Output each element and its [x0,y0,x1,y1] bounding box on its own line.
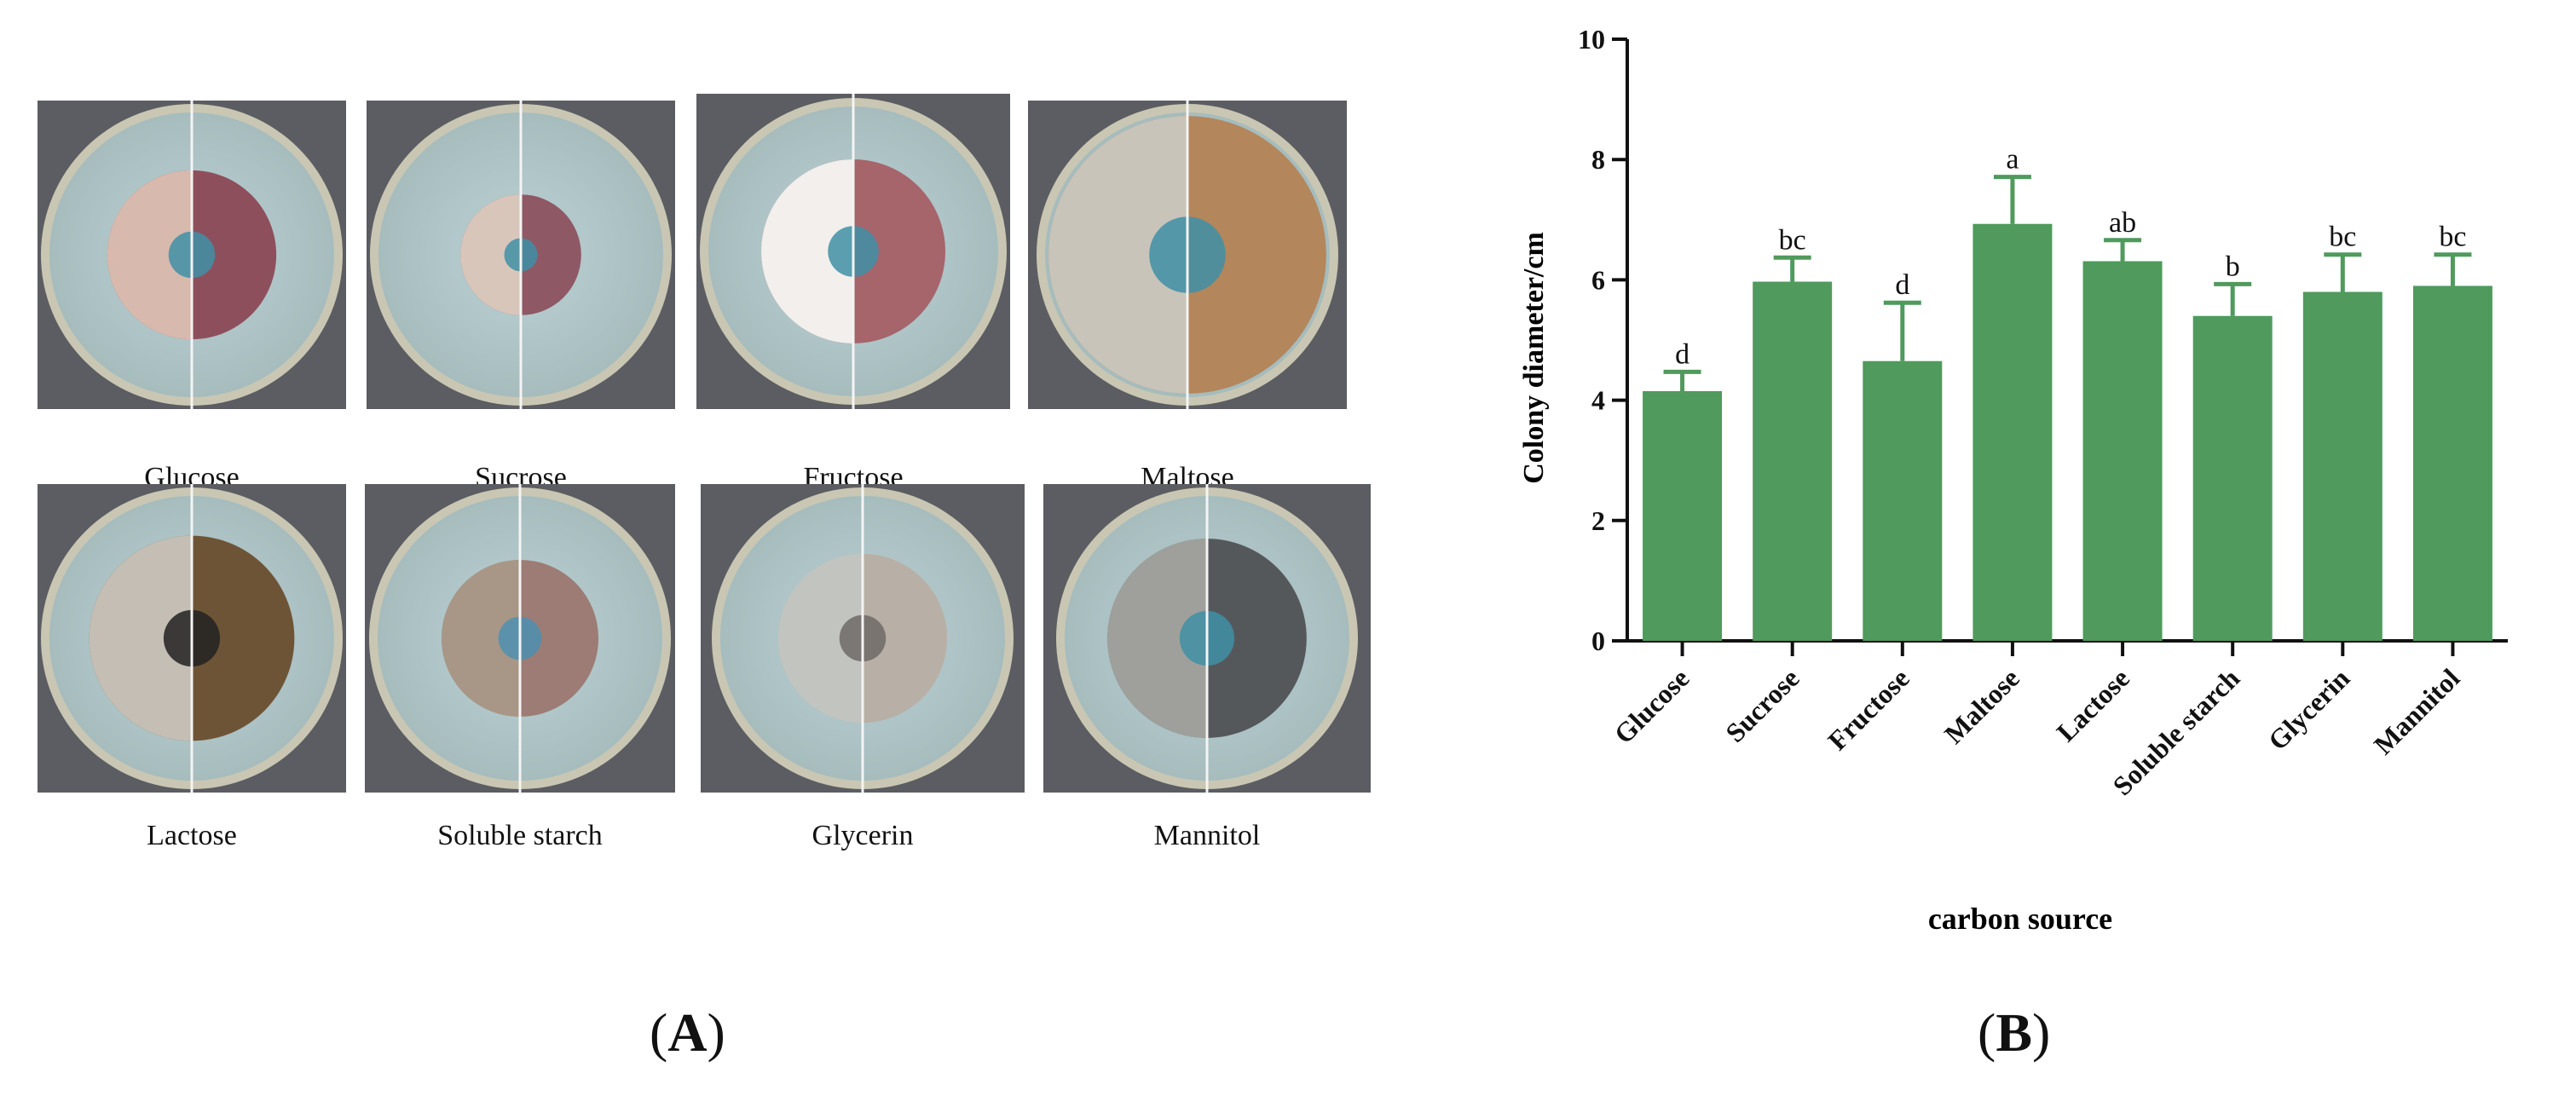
x-tick-label: Glucose [1608,662,1695,749]
plate-photo [367,101,675,409]
bar [1753,281,1833,641]
significance-label: b [2226,251,2240,282]
petri-dish [365,484,675,793]
bar [1972,223,2053,641]
significance-label: ab [2109,207,2136,239]
colony-diameter-bar-chart: 0 2 4 6 8 10 d bc d a ab b bc bc Glucose Sucrose Fruct… [1518,24,2508,936]
x-tick-labels: Glucose Sucrose Fructose Maltose LactoseSolu… [1608,641,2465,801]
plate-photo [1043,484,1371,793]
bar [2082,261,2163,641]
panel-a-label: (A) [650,1002,725,1063]
plate-caption: Lactose [147,820,237,851]
petri-dish [367,101,675,409]
petri-dish [1043,484,1371,793]
plate-caption: Glycerin [811,820,914,851]
petri-dish [38,101,346,409]
x-tick-label: Mannitol [2368,662,2466,760]
significance-label: a [2006,144,2019,176]
y-tick-label: 6 [1591,264,1605,295]
significance-label: bc [1779,224,1806,256]
plate-caption: Mannitol [1153,820,1261,851]
bar [2302,291,2383,641]
plate-photo [1028,101,1347,409]
y-tick-label: 0 [1591,626,1605,656]
x-tick-label: Glycerin [2262,662,2356,756]
x-tick-label: Sucrose [1719,662,1805,747]
plate-photo [38,484,346,793]
bar [1863,360,1943,641]
plate-photo [701,484,1025,793]
significance-label: d [1895,269,1909,301]
petri-dish [38,484,346,793]
y-tick-label: 8 [1591,144,1605,175]
chart-bars: d bc d a ab b bc bc [1643,144,2492,641]
significance-label: d [1675,338,1689,370]
significance-label: bc [2439,222,2466,253]
y-tick-label: 10 [1578,24,1605,55]
plate-caption: Soluble starch [437,820,603,851]
plate-photo [365,484,675,793]
plate-photo [38,101,346,409]
x-axis-label: carbon source [1928,902,2112,936]
petri-dish [696,94,1010,409]
significance-label: bc [2329,222,2356,253]
x-tick-label: Maltose [1938,662,2025,749]
bar [2192,315,2273,641]
petri-dish [701,484,1025,793]
plate-photo [696,94,1010,409]
bar [2412,285,2492,641]
y-tick-label: 4 [1591,385,1605,416]
panel-b-label: (B) [1978,1002,2051,1063]
x-tick-label: Lactose [2050,662,2135,747]
y-tick-label: 2 [1591,505,1605,536]
bar [1643,391,1723,641]
y-axis-label: Colony diameter/cm [1518,232,1550,484]
x-tick-label: Fructose [1822,662,1915,756]
petri-dish [1028,101,1347,409]
